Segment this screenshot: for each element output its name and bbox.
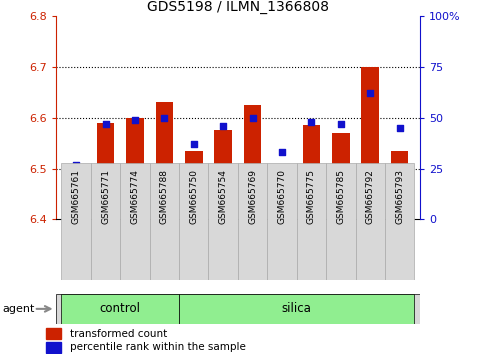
Point xyxy=(219,123,227,129)
Bar xyxy=(326,163,355,280)
Point xyxy=(72,162,80,167)
Text: GSM665792: GSM665792 xyxy=(366,169,375,224)
Bar xyxy=(91,163,120,280)
Text: transformed count: transformed count xyxy=(70,329,167,339)
Bar xyxy=(385,163,414,280)
Bar xyxy=(126,118,144,219)
Bar xyxy=(179,294,414,324)
Text: control: control xyxy=(100,302,141,315)
Bar xyxy=(267,163,297,280)
Text: GSM665774: GSM665774 xyxy=(130,169,140,224)
Point xyxy=(102,121,110,127)
Point xyxy=(160,115,168,121)
Bar xyxy=(273,174,291,219)
Point xyxy=(366,91,374,96)
Point xyxy=(190,141,198,147)
Title: GDS5198 / ILMN_1366808: GDS5198 / ILMN_1366808 xyxy=(147,0,329,13)
Text: GSM665785: GSM665785 xyxy=(336,169,345,224)
Bar xyxy=(120,163,150,280)
Bar xyxy=(238,163,267,280)
Bar xyxy=(61,163,91,280)
Text: GSM665769: GSM665769 xyxy=(248,169,257,224)
Bar xyxy=(97,123,114,219)
Text: agent: agent xyxy=(2,304,35,314)
Bar xyxy=(391,151,409,219)
Bar xyxy=(150,163,179,280)
Point xyxy=(396,125,403,131)
Bar xyxy=(179,163,209,280)
Bar xyxy=(61,294,179,324)
Point xyxy=(308,119,315,125)
Bar xyxy=(355,163,385,280)
Text: GSM665761: GSM665761 xyxy=(71,169,81,224)
Bar xyxy=(361,67,379,219)
Bar xyxy=(214,130,232,219)
Bar xyxy=(67,192,85,219)
Text: GSM665771: GSM665771 xyxy=(101,169,110,224)
Bar xyxy=(297,163,326,280)
Bar xyxy=(46,328,61,339)
Bar xyxy=(185,151,202,219)
Text: GSM665775: GSM665775 xyxy=(307,169,316,224)
Bar xyxy=(332,133,350,219)
Bar xyxy=(156,102,173,219)
Text: silica: silica xyxy=(282,302,312,315)
Bar xyxy=(302,125,320,219)
Point xyxy=(337,121,345,127)
Text: GSM665788: GSM665788 xyxy=(160,169,169,224)
Point xyxy=(278,149,286,155)
Bar xyxy=(209,163,238,280)
Text: percentile rank within the sample: percentile rank within the sample xyxy=(70,342,246,352)
Bar xyxy=(244,105,261,219)
Point xyxy=(249,115,256,121)
Point xyxy=(131,117,139,122)
Text: GSM665793: GSM665793 xyxy=(395,169,404,224)
Text: GSM665754: GSM665754 xyxy=(219,169,227,224)
Bar xyxy=(46,342,61,353)
Text: GSM665770: GSM665770 xyxy=(278,169,286,224)
Text: GSM665750: GSM665750 xyxy=(189,169,198,224)
